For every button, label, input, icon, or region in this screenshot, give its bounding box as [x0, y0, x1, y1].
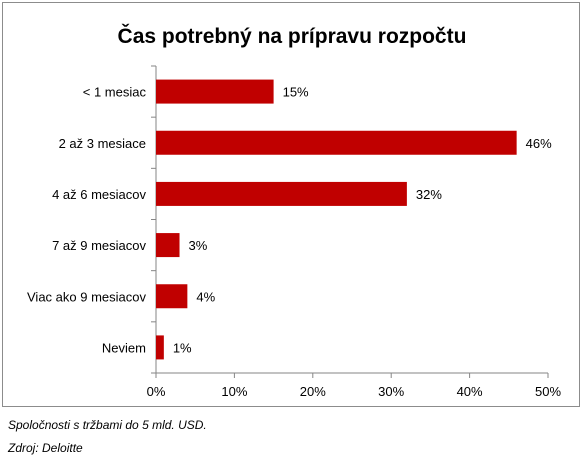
category-label: < 1 mesiac — [83, 85, 147, 100]
data-label: 46% — [526, 136, 552, 151]
x-tick-label: 20% — [300, 384, 326, 399]
x-tick-label: 30% — [378, 384, 404, 399]
bar — [156, 181, 407, 206]
category-label: 2 až 3 mesiace — [59, 136, 146, 151]
data-label: 32% — [416, 187, 442, 202]
footnote-sample: Spoločnosti s tržbami do 5 mld. USD. — [8, 418, 207, 432]
category-label: Neviem — [102, 340, 146, 355]
data-label: 1% — [173, 340, 192, 355]
footnote-source: Zdroj: Deloitte — [8, 441, 83, 455]
category-label: Viac ako 9 mesiacov — [27, 289, 146, 304]
chart-frame: Čas potrebný na prípravu rozpočtu 0% 10% 2… — [2, 2, 580, 407]
bar — [156, 284, 188, 309]
bar — [156, 130, 517, 155]
category-label: 4 až 6 mesiacov — [52, 187, 146, 202]
bars-layer: 0% 10% 20% 30% 40% 50% < 1 mesiac 15% 2 až 3 mes… — [27, 65, 561, 399]
x-tick-label: 40% — [457, 384, 483, 399]
x-tick-label: 50% — [535, 384, 561, 399]
data-label: 3% — [189, 238, 208, 253]
x-tick-label: 10% — [221, 384, 247, 399]
chart-title: Čas potrebný na prípravu rozpočtu — [118, 24, 467, 48]
bar — [156, 335, 164, 360]
data-label: 4% — [196, 289, 215, 304]
data-label: 15% — [283, 85, 309, 100]
bar — [156, 79, 274, 104]
bar — [156, 233, 180, 258]
bar-chart: Čas potrebný na prípravu rozpočtu 0% 10% 2… — [27, 24, 561, 399]
x-tick-label: 0% — [147, 384, 166, 399]
category-label: 7 až 9 mesiacov — [52, 238, 146, 253]
